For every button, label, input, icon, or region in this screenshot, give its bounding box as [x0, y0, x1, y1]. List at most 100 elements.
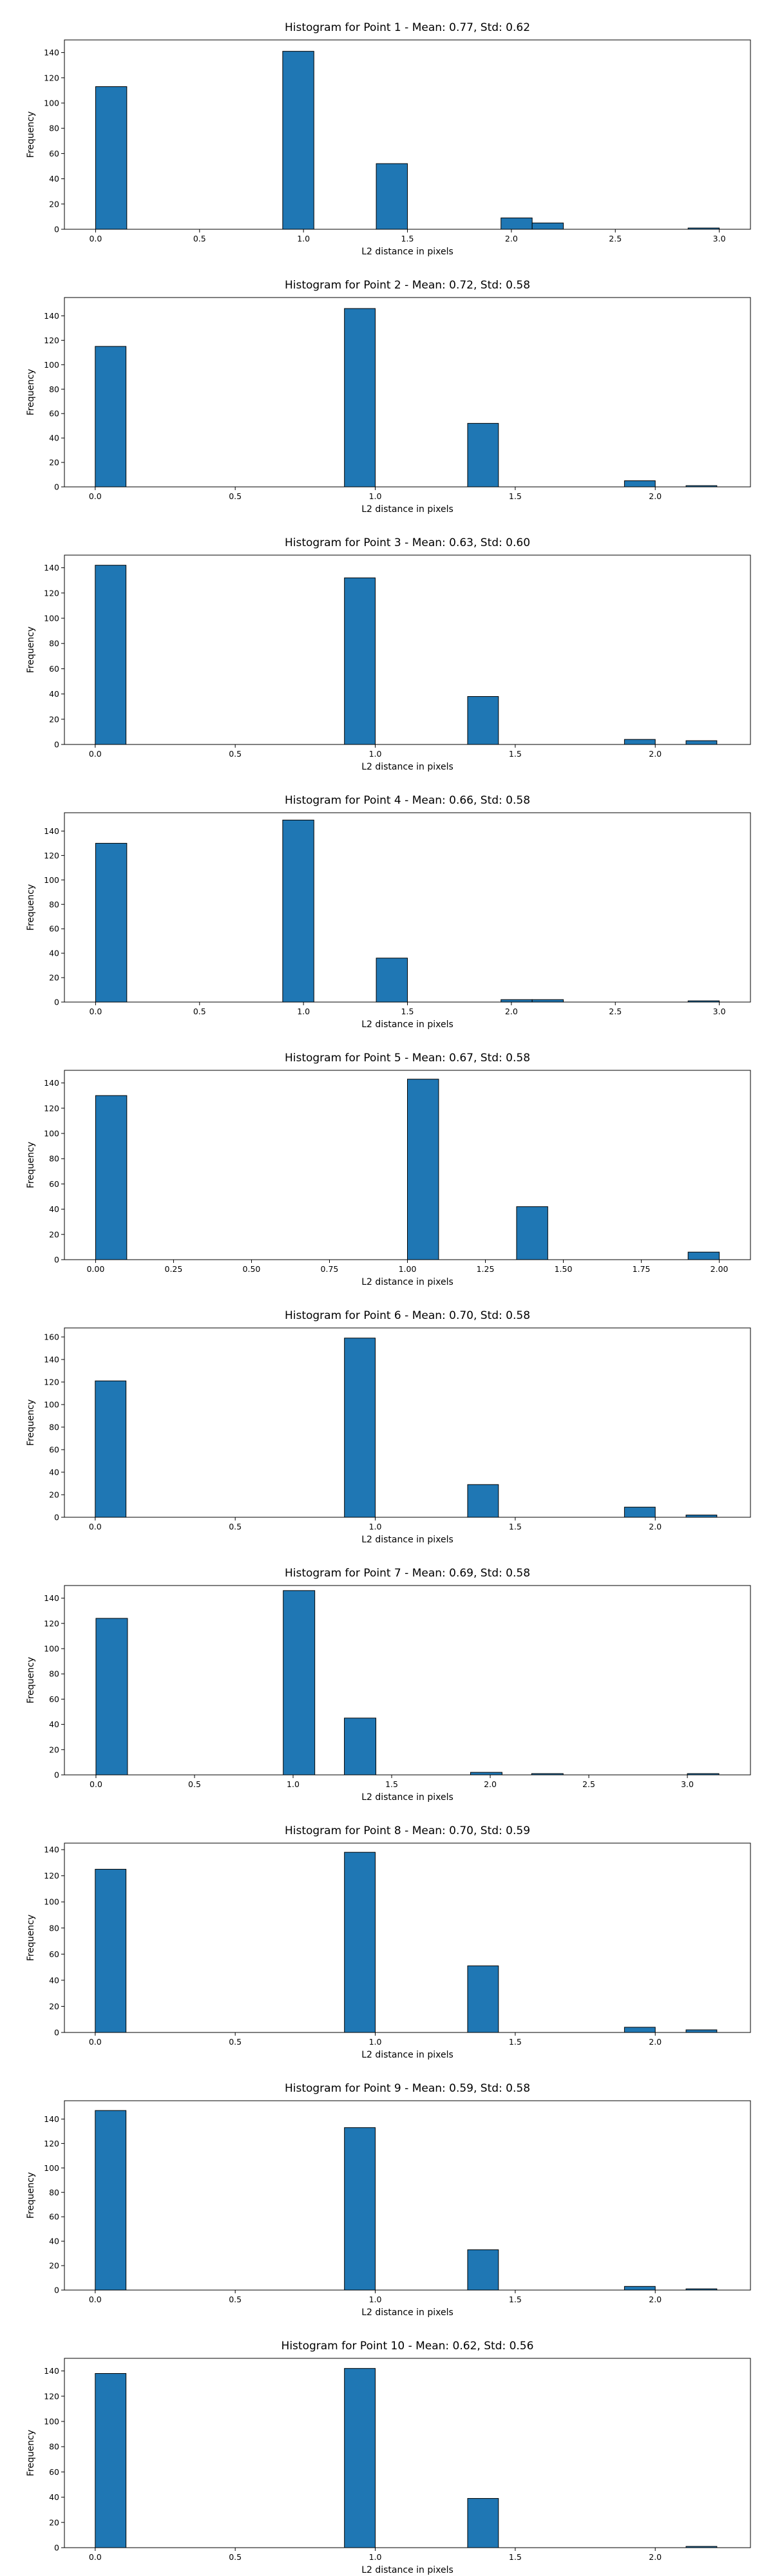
- chart-title: Histogram for Point 7 - Mean: 0.69, Std:…: [285, 1567, 530, 1580]
- x-tick-label: 0.0: [89, 2037, 102, 2047]
- y-tick-label: 80: [49, 2442, 59, 2452]
- y-tick-label: 80: [49, 124, 59, 133]
- x-tick-label: 2.00: [711, 1264, 729, 1274]
- plot-area-frame: [64, 2100, 751, 2291]
- histogram-bar: [685, 740, 718, 745]
- x-tick-label: 0.5: [188, 1779, 201, 1789]
- y-tick-label: 40: [49, 689, 59, 699]
- histogram-bar: [467, 696, 499, 745]
- y-tick-label: 20: [49, 199, 59, 209]
- x-tick-label: 0.5: [229, 2037, 242, 2047]
- y-tick-label: 60: [49, 924, 59, 934]
- y-tick-label: 0: [54, 2543, 59, 2553]
- x-tick-label: 1.75: [633, 1264, 651, 1274]
- y-tick-label: 120: [44, 1378, 59, 1387]
- histogram-bar: [467, 2249, 499, 2291]
- x-tick-label: 0.0: [89, 1007, 102, 1016]
- histogram-bar: [407, 1079, 439, 1260]
- x-tick-label: 0.5: [229, 1522, 242, 1531]
- histogram-bar: [344, 1338, 376, 1518]
- histogram-bar: [531, 999, 564, 1003]
- y-tick-label: 80: [49, 1669, 59, 1679]
- histogram-bar: [344, 577, 376, 745]
- y-tick-label: 140: [44, 2366, 59, 2376]
- y-tick-label: 100: [44, 1644, 59, 1654]
- histogram-bar: [95, 1095, 128, 1260]
- y-tick-label: 40: [49, 174, 59, 184]
- x-tick-label: 0.25: [165, 1264, 183, 1274]
- histogram-bar: [467, 1965, 499, 2033]
- histogram-bar: [624, 2286, 656, 2291]
- y-tick-label: 0: [54, 482, 59, 492]
- histogram-chart-5: Histogram for Point 5 - Mean: 0.67, Std:…: [26, 1052, 751, 1287]
- y-tick-label: 140: [44, 1593, 59, 1603]
- y-tick-label: 120: [44, 73, 59, 82]
- y-tick-label: 120: [44, 2391, 59, 2401]
- y-tick-label: 80: [49, 639, 59, 649]
- x-tick-label: 2.0: [484, 1779, 497, 1789]
- x-axis-label: L2 distance in pixels: [361, 247, 453, 257]
- plot-area-frame: [64, 1585, 751, 1776]
- x-axis-label: L2 distance in pixels: [361, 1792, 453, 1803]
- y-tick-label: 0: [54, 225, 59, 234]
- y-axis-label: Frequency: [26, 2430, 36, 2476]
- y-axis-label: Frequency: [26, 1657, 36, 1703]
- x-tick-label: 0.5: [229, 2295, 242, 2304]
- y-tick-label: 60: [49, 1179, 59, 1189]
- y-tick-label: 60: [49, 2467, 59, 2477]
- x-tick-label: 1.5: [509, 2295, 522, 2304]
- y-tick-label: 120: [44, 336, 59, 345]
- x-tick-label: 1.5: [509, 1522, 522, 1531]
- histogram-bar: [95, 1618, 128, 1776]
- histogram-chart-8: Histogram for Point 8 - Mean: 0.70, Std:…: [26, 1824, 751, 2060]
- histogram-bar: [283, 1590, 316, 1776]
- y-tick-label: 80: [49, 900, 59, 909]
- x-tick-label: 2.0: [649, 1522, 662, 1531]
- chart-title: Histogram for Point 3 - Mean: 0.63, Std:…: [285, 536, 530, 549]
- chart-title: Histogram for Point 6 - Mean: 0.70, Std:…: [285, 1309, 530, 1322]
- y-tick-label: 100: [44, 1400, 59, 1410]
- y-tick-label: 140: [44, 563, 59, 573]
- y-tick-label: 120: [44, 2139, 59, 2148]
- y-tick-label: 100: [44, 875, 59, 885]
- histogram-bar: [95, 86, 128, 230]
- x-tick-label: 0.5: [229, 491, 242, 501]
- histogram-bar: [376, 958, 408, 1003]
- x-tick-label: 1.5: [509, 491, 522, 501]
- histogram-bar: [344, 1718, 377, 1776]
- histogram-bar: [344, 1852, 376, 2033]
- histogram-bar: [685, 2029, 718, 2033]
- x-tick-label: 1.0: [287, 1779, 300, 1789]
- histogram-bar: [624, 2027, 656, 2033]
- x-tick-label: 1.0: [297, 1007, 310, 1016]
- y-tick-label: 140: [44, 48, 59, 57]
- y-tick-label: 120: [44, 588, 59, 598]
- y-axis-label: Frequency: [26, 1142, 36, 1188]
- chart-title: Histogram for Point 1 - Mean: 0.77, Std:…: [285, 21, 530, 34]
- y-tick-label: 20: [49, 714, 59, 724]
- y-tick-label: 100: [44, 1897, 59, 1907]
- x-tick-label: 2.0: [649, 749, 662, 759]
- histogram-bar: [624, 480, 656, 488]
- x-tick-label: 1.50: [555, 1264, 573, 1274]
- chart-title: Histogram for Point 8 - Mean: 0.70, Std:…: [285, 1824, 530, 1837]
- y-tick-label: 40: [49, 433, 59, 443]
- x-tick-label: 0.5: [229, 749, 242, 759]
- x-axis-label: L2 distance in pixels: [361, 2565, 453, 2575]
- y-axis-label: Frequency: [26, 369, 36, 415]
- y-tick-label: 80: [49, 2188, 59, 2197]
- y-tick-label: 20: [49, 2261, 59, 2271]
- y-tick-label: 100: [44, 614, 59, 623]
- x-tick-label: 0.0: [89, 749, 102, 759]
- y-tick-label: 20: [49, 1229, 59, 1239]
- x-tick-label: 1.25: [477, 1264, 495, 1274]
- x-axis-label: L2 distance in pixels: [361, 1535, 453, 1545]
- histogram-bar: [95, 346, 127, 488]
- x-tick-label: 0.0: [89, 234, 102, 243]
- histogram-bar: [467, 422, 499, 488]
- histogram-bar: [624, 739, 656, 745]
- x-axis-label: L2 distance in pixels: [361, 762, 453, 772]
- chart-title: Histogram for Point 5 - Mean: 0.67, Std:…: [285, 1052, 530, 1065]
- x-tick-label: 2.0: [505, 234, 518, 243]
- histogram-chart-10: Histogram for Point 10 - Mean: 0.62, Std…: [26, 2340, 751, 2575]
